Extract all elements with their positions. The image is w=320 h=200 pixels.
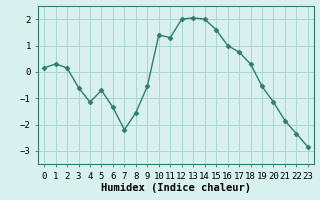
X-axis label: Humidex (Indice chaleur): Humidex (Indice chaleur): [101, 183, 251, 193]
